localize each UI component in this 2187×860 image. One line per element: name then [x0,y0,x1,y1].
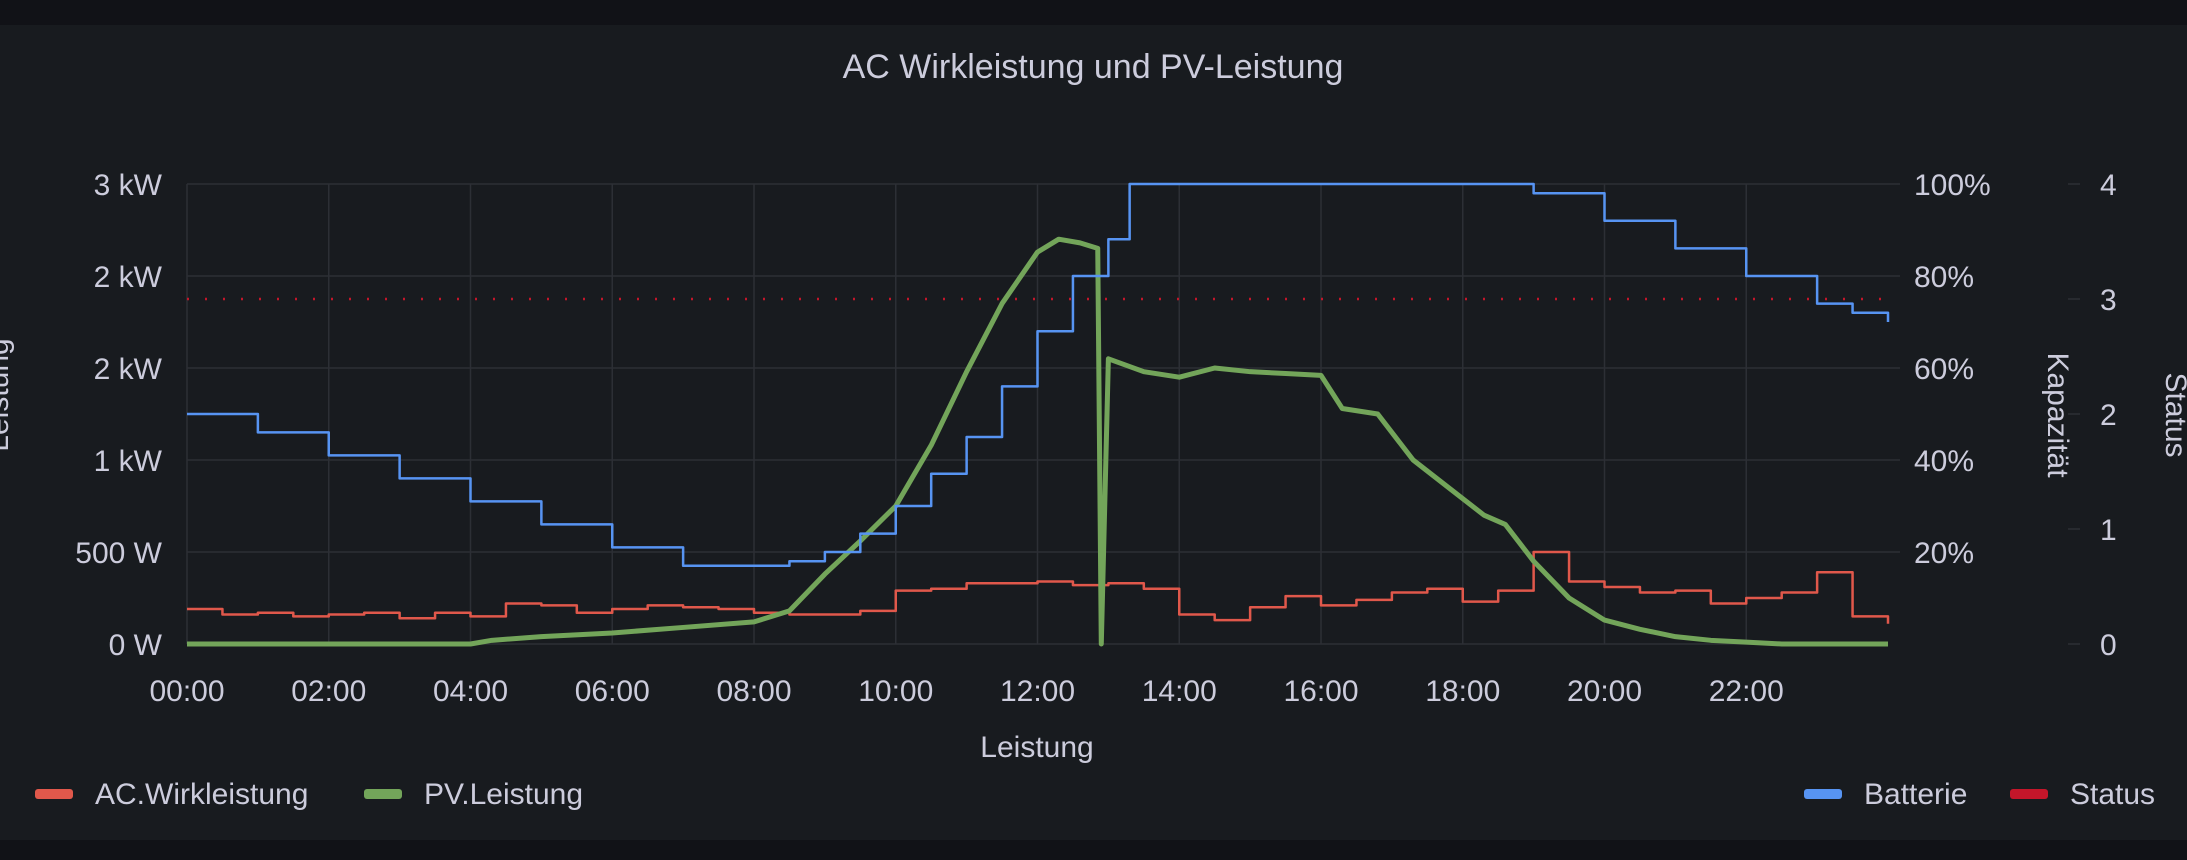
x-tick-label: 18:00 [1425,675,1500,708]
legend-item-ac[interactable]: AC.Wirkleistung [35,778,308,811]
legend-label-pv: PV.Leistung [424,778,583,811]
status-tick-label: 4 [2100,169,2117,202]
x-tick-label: 22:00 [1709,675,1784,708]
legend: AC.Wirkleistung PV.Leistung Batterie Sta… [35,778,2155,811]
legend-swatch-pv [364,789,402,799]
left-tick-label: 2 kW [94,261,163,294]
left-tick-label: 0 W [109,629,163,662]
status-tick-label: 3 [2100,284,2117,317]
status-axis: 0 1 2 3 4 [2068,169,2117,662]
x-tick-label: 06:00 [575,675,650,708]
legend-item-pv[interactable]: PV.Leistung [364,778,583,811]
legend-swatch-status [2010,789,2048,799]
x-tick-label: 20:00 [1567,675,1642,708]
legend-label-status: Status [2070,778,2155,811]
x-tick-label: 16:00 [1283,675,1358,708]
chart-title: AC Wirkleistung und PV-Leistung [843,48,1344,86]
x-axis-label: Leistung [980,731,1093,764]
capacity-tick-label: 100% [1914,169,1991,202]
top-bar [0,0,2187,25]
x-tick-label: 12:00 [1000,675,1075,708]
left-tick-label: 1 kW [94,445,163,478]
x-tick-label: 10:00 [858,675,933,708]
legend-label-battery: Batterie [1864,778,1967,811]
x-tick-label: 02:00 [291,675,366,708]
bottom-bar [0,840,2187,860]
status-tick-label: 0 [2100,629,2117,662]
x-tick-label: 14:00 [1142,675,1217,708]
legend-swatch-battery [1804,789,1842,799]
capacity-tick-label: 60% [1914,353,1974,386]
left-tick-label: 2 kW [94,353,163,386]
series-group [187,182,1890,647]
series-ac-line [187,550,1890,624]
y-axis-label-capacity: Kapazität [2041,352,2074,478]
left-tick-label: 3 kW [94,169,163,202]
y-axis-label-left: Leistung [0,338,15,451]
x-axis: 00:00 02:00 04:00 06:00 08:00 10:00 12:00 14:00… [149,675,1783,708]
capacity-tick-label: 40% [1914,445,1974,478]
x-tick-label: 00:00 [149,675,224,708]
legend-swatch-ac [35,789,73,799]
y-axis-label-status: Status [2159,372,2187,457]
capacity-tick-label: 20% [1914,537,1974,570]
chart-svg: AC Wirkleistung und PV-Leistung 0 W 500 W… [0,48,2187,811]
chart-panel: AC Wirkleistung und PV-Leistung 0 W 500 W… [0,25,2187,840]
capacity-axis: 20% 40% 60% 80% 100% [1888,169,1991,570]
x-tick-label: 08:00 [716,675,791,708]
legend-item-battery[interactable]: Batterie [1804,778,1967,811]
legend-label-ac: AC.Wirkleistung [95,778,308,811]
series-battery-line [187,182,1890,568]
status-tick-label: 2 [2100,399,2117,432]
left-axis: 0 W 500 W 1 kW 2 kW 2 kW 3 kW [75,169,162,662]
legend-item-status[interactable]: Status [2010,778,2155,811]
capacity-tick-label: 80% [1914,261,1974,294]
grid [186,183,1888,645]
left-tick-label: 500 W [75,537,162,570]
series-pv-line [187,236,1888,647]
status-tick-label: 1 [2100,514,2117,547]
x-tick-label: 04:00 [433,675,508,708]
